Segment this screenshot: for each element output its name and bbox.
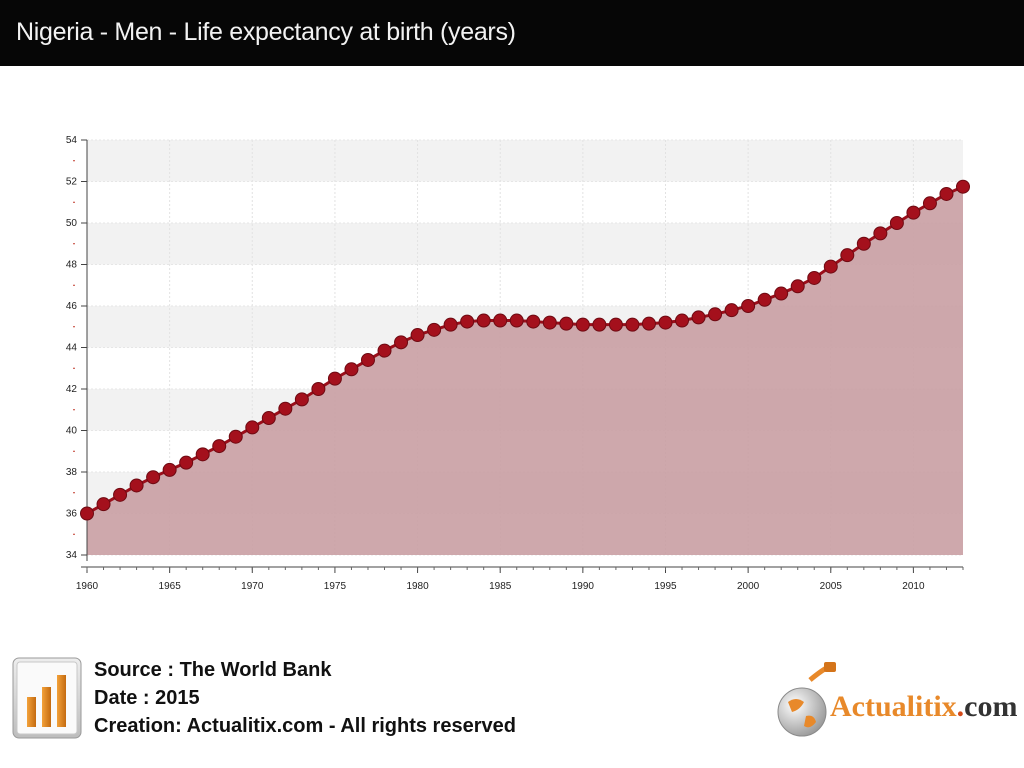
- data-point: [377, 343, 392, 358]
- data-point: [625, 317, 640, 332]
- x-tick-label: 1985: [489, 581, 512, 592]
- data-point: [245, 420, 260, 435]
- data-point: [327, 371, 342, 386]
- data-point: [741, 299, 756, 313]
- data-point: [939, 186, 954, 201]
- data-point: [443, 317, 458, 332]
- data-point: [840, 248, 855, 263]
- source-text: Source : The World Bank: [94, 659, 332, 681]
- y-tick-label: 36: [66, 509, 78, 520]
- data-point: [96, 497, 111, 512]
- area-fill: [87, 186, 963, 555]
- data-point: [294, 392, 309, 407]
- data-point: [195, 447, 210, 462]
- data-point: [790, 279, 805, 294]
- data-point: [179, 455, 194, 470]
- grid-band: [87, 223, 963, 265]
- data-point: [575, 317, 590, 332]
- data-point: [261, 411, 276, 426]
- data-point: [460, 314, 475, 329]
- x-tick-label: 2005: [820, 581, 843, 592]
- data-point: [80, 506, 94, 521]
- y-tick-label: 44: [66, 343, 78, 354]
- life-expectancy-chart: 34 36 38 40 42 44 46 48 50 52 54 1960 1965 1970 1975 19…: [66, 135, 970, 592]
- data-point: [113, 487, 128, 502]
- data-point: [906, 205, 921, 220]
- data-point: [873, 226, 888, 241]
- data-point: [922, 196, 937, 211]
- actualitix-logo[interactable]: Actualitix.com: [770, 660, 1020, 750]
- data-point: [146, 470, 161, 485]
- date-text: Date : 2015: [94, 687, 200, 709]
- x-tick-label: 1965: [159, 581, 182, 592]
- x-tick-label: 1995: [654, 581, 677, 592]
- y-tick-label: 50: [66, 218, 78, 229]
- data-point: [592, 317, 607, 332]
- data-point: [807, 270, 822, 285]
- logo-dot: .: [956, 690, 965, 723]
- x-tick-label: 1975: [324, 581, 347, 592]
- data-point: [856, 236, 871, 251]
- y-tick-label: 52: [66, 177, 78, 188]
- data-point: [493, 313, 508, 328]
- data-point: [956, 179, 970, 194]
- data-point: [311, 382, 326, 396]
- logo-domain: com: [964, 690, 1018, 723]
- x-tick-label: 2000: [737, 581, 760, 592]
- data-point: [278, 401, 293, 416]
- data-markers: [80, 179, 970, 521]
- data-point: [675, 313, 690, 328]
- data-point: [526, 314, 541, 329]
- data-point: [427, 322, 442, 337]
- title-bar: Nigeria - Men - Life expectancy at birth…: [0, 0, 1024, 66]
- data-point: [476, 313, 491, 328]
- data-point: [823, 259, 838, 274]
- data-point: [129, 478, 144, 493]
- axes: [73, 139, 964, 573]
- data-point: [641, 316, 656, 331]
- data-point: [360, 352, 375, 367]
- data-point: [608, 317, 623, 332]
- x-tick-label: 1970: [241, 581, 264, 592]
- logo-name: Actualitix: [830, 690, 957, 723]
- x-tick-label: 1960: [76, 581, 99, 592]
- x-tick-label: 2010: [902, 581, 925, 592]
- data-point: [658, 315, 673, 330]
- data-point: [542, 315, 557, 330]
- x-tick-label: 1990: [572, 581, 595, 592]
- data-point: [410, 328, 425, 343]
- y-tick-label: 34: [66, 550, 78, 561]
- data-point: [889, 216, 904, 230]
- y-tick-label: 46: [66, 301, 78, 312]
- tick-labels: 34 36 38 40 42 44 46 48 50 52 54 1960 1965 1970 1975 19…: [66, 135, 925, 592]
- y-tick-label: 40: [66, 426, 78, 437]
- bar-chart-icon: [12, 657, 82, 739]
- data-point: [559, 316, 574, 331]
- y-tick-label: 42: [66, 384, 78, 395]
- data-point: [774, 286, 789, 301]
- creation-text: Creation: Actualitix.com - All rights re…: [94, 715, 516, 737]
- grid-band: [87, 140, 963, 182]
- y-tick-label: 38: [66, 467, 78, 478]
- y-tick-label: 54: [66, 135, 78, 146]
- page-title: Nigeria - Men - Life expectancy at birth…: [16, 18, 516, 46]
- y-tick-label: 48: [66, 260, 78, 271]
- data-point: [757, 292, 772, 307]
- x-tick-label: 1980: [406, 581, 429, 592]
- data-point: [691, 310, 706, 325]
- data-point: [212, 439, 227, 454]
- data-point: [708, 307, 723, 322]
- source-block: Source : The World Bank Date : 2015 Crea…: [94, 656, 516, 740]
- globe-icon: [777, 662, 836, 737]
- data-point: [724, 303, 739, 318]
- data-point: [162, 462, 177, 477]
- logo-text: Actualitix.com: [830, 690, 1017, 724]
- data-point: [228, 429, 243, 444]
- data-point: [509, 313, 524, 328]
- data-point: [344, 362, 359, 377]
- data-point: [394, 335, 409, 350]
- grid-band: [87, 181, 963, 223]
